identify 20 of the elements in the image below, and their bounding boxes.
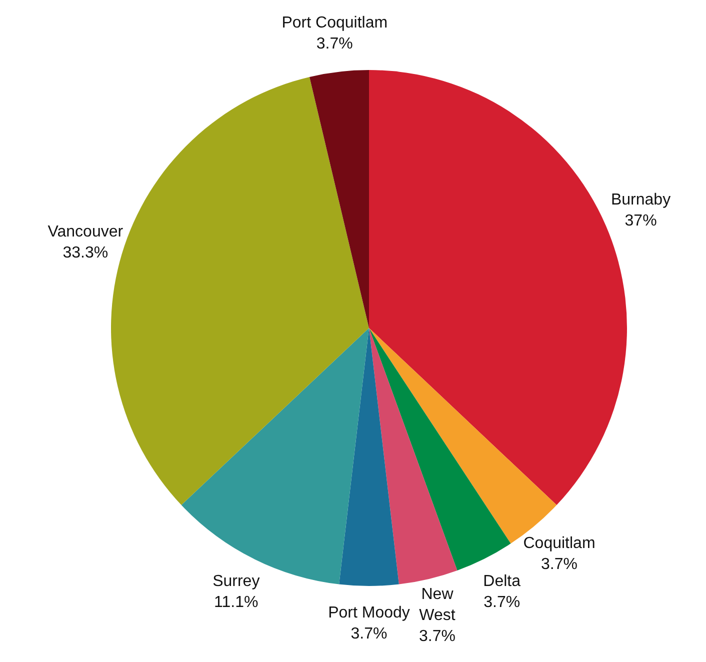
slice-label: Port Moody — [328, 604, 410, 622]
slice-label: Surrey — [212, 573, 260, 590]
slice-label: Delta — [483, 573, 521, 590]
slice-label: Coquitlam — [523, 535, 596, 552]
data-label: 3.7% — [350, 626, 388, 643]
pie-slice — [339, 328, 399, 586]
pie-slice — [369, 328, 458, 584]
slice-label: Port Coquitlam — [282, 14, 388, 32]
data-label: 33.3% — [62, 244, 108, 262]
data-label: 3.7% — [541, 556, 578, 574]
data-label: 3.7% — [316, 36, 353, 53]
pie-slice — [310, 70, 369, 328]
data-label: 11.1% — [214, 594, 258, 612]
pie-slice — [369, 328, 511, 570]
data-label: 37% — [624, 212, 657, 230]
data-label: 3.7% — [484, 594, 520, 612]
slice-label: New West — [419, 586, 456, 624]
slice-label: Vancouver — [48, 224, 124, 241]
slice-label: Burnaby — [610, 191, 671, 208]
data-label: 3.7% — [419, 628, 456, 646]
